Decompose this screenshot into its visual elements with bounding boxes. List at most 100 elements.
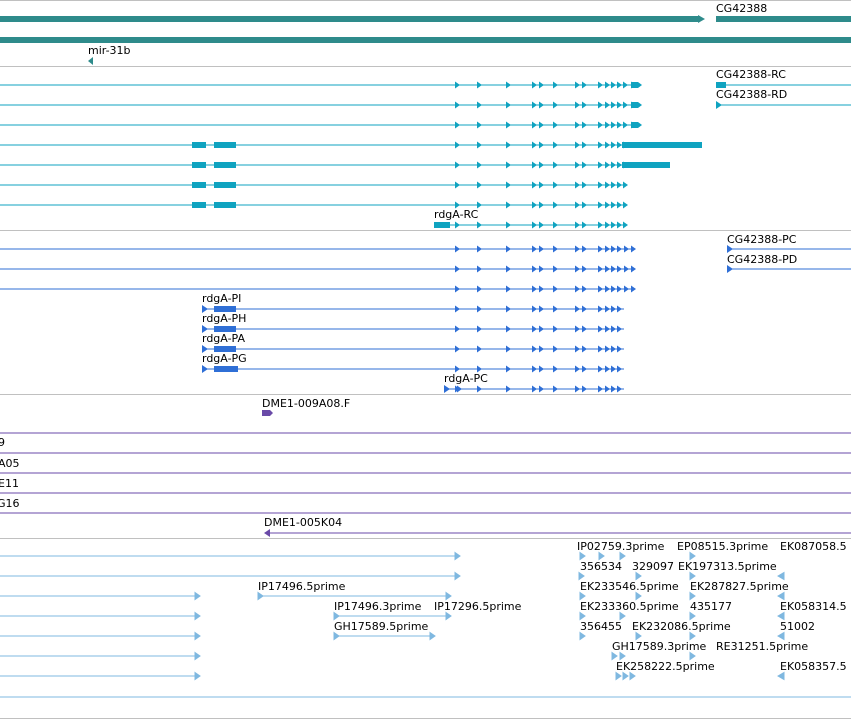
est-label[interactable]: IP17496.5prime [258, 580, 346, 593]
exon-arrow [477, 181, 482, 189]
exon-arrow [617, 245, 622, 253]
exon-end-block [631, 102, 642, 108]
est-arrow [598, 551, 605, 561]
est-label[interactable]: EK087058.5 [780, 540, 847, 553]
transcript-label-cg42388-rc[interactable]: CG42388-RC [716, 68, 786, 81]
clone-label-dme1-005k04[interactable]: DME1-005K04 [264, 516, 342, 529]
est-label[interactable]: EK058357.5 [780, 660, 847, 673]
gene-label-cg42388[interactable]: CG42388 [716, 2, 767, 15]
clone-label-9[interactable]: 9 [0, 436, 5, 449]
exon-arrow [582, 265, 587, 273]
protein-row-cg42388-pd[interactable] [727, 265, 851, 273]
transcript-row-cg42388-rc[interactable] [716, 82, 851, 88]
est-label[interactable]: EK233360.5prime [580, 600, 679, 613]
est-label[interactable]: EK258222.5prime [616, 660, 715, 673]
est-label[interactable]: EK232086.5prime [632, 620, 731, 633]
transcript-label-cg42388-rd[interactable]: CG42388-RD [716, 88, 787, 101]
exon-arrow [455, 305, 460, 313]
transcript-row[interactable] [0, 142, 702, 148]
exon-arrow [506, 345, 511, 353]
est-label[interactable]: EK058314.5 [780, 600, 847, 613]
est-arrow-reverse[interactable] [777, 591, 785, 601]
gene-bar[interactable] [0, 16, 700, 22]
exon-arrow [631, 245, 636, 253]
exon-arrow [477, 245, 482, 253]
transcript-row[interactable] [0, 182, 626, 188]
clone-label-e11[interactable]: E11 [0, 477, 19, 490]
protein-label-rdga-pa[interactable]: rdgA-PA [202, 332, 245, 345]
est-label[interactable]: EK233546.5prime [580, 580, 679, 593]
transcript-row[interactable] [0, 162, 670, 168]
est-label[interactable]: GH17589.3prime [612, 640, 707, 653]
clone-dme1-009a08[interactable] [262, 410, 273, 416]
protein-row-rdga-ph[interactable] [202, 325, 624, 333]
clone-label-a05[interactable]: A05 [0, 457, 20, 470]
transcript-row[interactable] [0, 202, 626, 208]
est-label[interactable]: EK197313.5prime [678, 560, 777, 573]
gene-bar-cg42388[interactable] [716, 16, 851, 22]
exon-end-block [631, 82, 642, 88]
est-label[interactable]: IP17296.5prime [434, 600, 522, 613]
exon-arrow [575, 305, 580, 313]
est-arrow [454, 571, 461, 581]
est-label[interactable]: EP08515.3prime [677, 540, 768, 553]
exon-arrow [623, 121, 628, 129]
est-arrow [635, 631, 642, 641]
clone-dme1-005k04[interactable] [264, 529, 851, 537]
est-arrow-reverse[interactable] [777, 571, 785, 581]
transcript-row-rdga-rc[interactable] [434, 222, 626, 228]
exon-arrow [455, 201, 460, 209]
est-arrow [619, 551, 626, 561]
exon-arrow [455, 121, 460, 129]
exon-arrow [611, 201, 616, 209]
protein-label-cg42388-pc[interactable]: CG42388-PC [727, 233, 797, 246]
exon-arrow [539, 265, 544, 273]
exon-arrow [477, 345, 482, 353]
protein-row-rdga-pg[interactable] [202, 365, 624, 373]
est-arrow-reverse[interactable] [777, 671, 785, 681]
est-label[interactable]: 356455 [580, 620, 622, 633]
est-label[interactable]: EK287827.5prime [690, 580, 789, 593]
exon-arrow [477, 201, 482, 209]
exon-arrow [553, 201, 558, 209]
transcript-row-cg42388-rd[interactable] [716, 101, 851, 109]
est-arrow [635, 571, 642, 581]
est-label[interactable]: 51002 [780, 620, 815, 633]
exon-arrow [455, 365, 460, 373]
exon-arrow [553, 285, 558, 293]
exon-arrow [598, 365, 603, 373]
est-label[interactable]: RE31251.5prime [716, 640, 808, 653]
clone-label-g16[interactable]: G16 [0, 497, 20, 510]
exon-arrow [623, 141, 628, 149]
mirna-label[interactable]: mir-31b [88, 44, 131, 57]
exon-arrow [611, 101, 616, 109]
est-label[interactable]: 329097 [632, 560, 674, 573]
exon-arrow [553, 365, 558, 373]
protein-label-rdga-ph[interactable]: rdgA-PH [202, 312, 246, 325]
protein-row-rdga-pa[interactable] [202, 345, 624, 353]
est-arrow-reverse[interactable] [777, 611, 785, 621]
protein-label-rdga-pi[interactable]: rdgA-PI [202, 292, 241, 305]
mirna-marker[interactable] [88, 57, 93, 65]
est-arrow-reverse[interactable] [777, 631, 785, 641]
gene-bar-full[interactable] [0, 37, 851, 43]
est-label[interactable]: IP02759.3prime [577, 540, 665, 553]
est-arrow [578, 571, 585, 581]
protein-label-cg42388-pd[interactable]: CG42388-PD [727, 253, 797, 266]
transcript-label-rdga-rc[interactable]: rdgA-RC [434, 208, 479, 221]
protein-row-rdga-pi[interactable] [202, 305, 624, 313]
exon-arrow [617, 365, 622, 373]
protein-label-rdga-pg[interactable]: rdgA-PG [202, 352, 247, 365]
protein-label-rdga-pc[interactable]: rdgA-PC [444, 372, 488, 385]
est-arrow [257, 591, 264, 601]
est-label[interactable]: 356534 [580, 560, 622, 573]
exon-arrow [611, 221, 616, 229]
clone-label-dme1-009a08[interactable]: DME1-009A08.F [262, 397, 350, 410]
exon-arrow [617, 181, 622, 189]
est-label[interactable]: GH17589.5prime [334, 620, 429, 633]
est-label[interactable]: 435177 [690, 600, 732, 613]
est-label[interactable]: IP17496.3prime [334, 600, 422, 613]
transcript-track: CG42388-RC CG42388-RD rdgA-RC [0, 68, 851, 229]
protein-row-cg42388-pc[interactable] [727, 245, 851, 253]
exon-arrow [582, 245, 587, 253]
